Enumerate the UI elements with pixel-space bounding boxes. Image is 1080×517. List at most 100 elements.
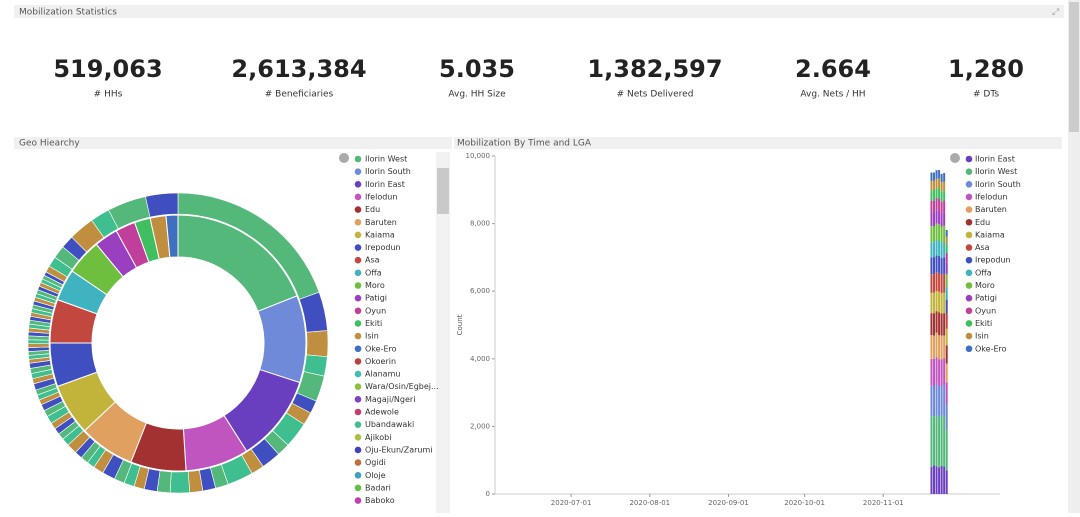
bar-segment[interactable] <box>938 386 941 418</box>
bar-segment[interactable] <box>930 274 933 293</box>
donut-slice[interactable] <box>257 295 307 384</box>
bar-segment[interactable] <box>938 188 941 199</box>
bar-segment[interactable] <box>933 274 936 293</box>
expand-icon[interactable]: ⤢ <box>1051 8 1059 18</box>
legend-label[interactable]: Offa <box>365 268 382 277</box>
bar-segment[interactable] <box>933 358 936 387</box>
bar-segment[interactable] <box>935 223 938 240</box>
bar-segment[interactable] <box>945 345 948 364</box>
bar-segment[interactable] <box>945 299 948 314</box>
bar-segment[interactable] <box>940 313 943 336</box>
bar-segment[interactable] <box>945 287 948 300</box>
bar-segment[interactable] <box>940 201 943 214</box>
legend-label[interactable]: Ilorin East <box>365 180 405 189</box>
legend-label[interactable]: Ifelodun <box>975 192 1007 201</box>
bar-segment[interactable] <box>933 200 936 213</box>
legend-label[interactable]: Ilorin West <box>365 155 407 164</box>
bar-segment[interactable] <box>935 414 938 467</box>
bar-segment[interactable] <box>938 467 941 494</box>
legend-label[interactable]: Isin <box>975 332 989 341</box>
bar-segment[interactable] <box>940 415 943 466</box>
bar-segment[interactable] <box>943 335 946 359</box>
bar-segment[interactable] <box>945 328 948 346</box>
legend-label[interactable]: Ilorin South <box>365 167 411 176</box>
legend-label[interactable]: Oloje <box>365 471 386 480</box>
bar-segment[interactable] <box>935 188 938 199</box>
bar-segment[interactable] <box>940 213 943 227</box>
bar-segment[interactable] <box>940 293 943 314</box>
bar-segment[interactable] <box>933 180 936 191</box>
bar-segment[interactable] <box>940 182 943 192</box>
outer-slice[interactable] <box>306 330 329 358</box>
bar-segment[interactable] <box>930 242 933 258</box>
scroll-thumb[interactable] <box>1069 2 1079 132</box>
bar-segment[interactable] <box>938 210 941 225</box>
legend-label[interactable]: Ilorin West <box>975 167 1017 176</box>
legend-label[interactable]: Ubandawaki <box>365 420 414 429</box>
bar-segment[interactable] <box>930 313 933 336</box>
bar-segment[interactable] <box>938 198 941 211</box>
bar-segment[interactable] <box>943 273 946 293</box>
legend-label[interactable]: Ifelodun <box>365 192 397 201</box>
bar-segment[interactable] <box>943 415 946 467</box>
bar-segment[interactable] <box>933 226 936 243</box>
legend-label[interactable]: Isin <box>365 332 379 341</box>
legend-label[interactable]: Patigi <box>365 294 387 303</box>
bar-segment[interactable] <box>943 173 946 182</box>
bar-segment[interactable] <box>938 170 941 179</box>
bar-segment[interactable] <box>933 335 936 359</box>
bar-segment[interactable] <box>930 385 933 417</box>
legend-label[interactable]: Kaiama <box>975 230 1005 239</box>
bar-segment[interactable] <box>930 190 933 201</box>
legend-label[interactable]: Baboko <box>365 496 395 505</box>
bar-segment[interactable] <box>943 212 946 226</box>
legend-label[interactable]: Oyun <box>975 306 996 315</box>
bar-segment[interactable] <box>945 470 948 494</box>
legend-label[interactable]: Ekiti <box>975 319 992 328</box>
legend-label[interactable]: Okoerin <box>365 357 396 366</box>
bar-segment[interactable] <box>930 212 933 226</box>
legend-label[interactable]: Ekiti <box>365 319 382 328</box>
bar-segment[interactable] <box>933 416 936 466</box>
legend-label[interactable]: Edu <box>365 205 380 214</box>
bar-segment[interactable] <box>945 236 948 245</box>
legend-label[interactable]: Moro <box>975 281 995 290</box>
bar-segment[interactable] <box>943 358 946 386</box>
bar-segment[interactable] <box>933 292 936 314</box>
bar-segment[interactable] <box>938 255 941 273</box>
bar-segment[interactable] <box>935 239 938 256</box>
legend-label[interactable]: Irepodun <box>975 256 1011 265</box>
legend-label[interactable]: Offa <box>975 268 992 277</box>
bar-segment[interactable] <box>930 466 933 494</box>
bar-segment[interactable] <box>940 385 943 416</box>
legend-scrollbar[interactable] <box>436 152 450 513</box>
bar-segment[interactable] <box>940 359 943 386</box>
bar-segment[interactable] <box>945 273 948 288</box>
bar-segment[interactable] <box>933 172 936 181</box>
bar-segment[interactable] <box>945 404 948 430</box>
bar-segment[interactable] <box>945 313 948 329</box>
bar-segment[interactable] <box>945 429 948 471</box>
bar-segment[interactable] <box>935 332 938 358</box>
bar-segment[interactable] <box>945 262 948 274</box>
bar-segment[interactable] <box>933 386 936 417</box>
bar-segment[interactable] <box>933 257 936 275</box>
bar-segment[interactable] <box>943 257 946 274</box>
legend-label[interactable]: Ajikobi <box>365 433 391 442</box>
bar-segment[interactable] <box>935 178 938 189</box>
legend-label[interactable]: Badari <box>365 483 391 492</box>
bar-segment[interactable] <box>945 230 948 237</box>
bar-segment[interactable] <box>938 417 941 468</box>
bar-segment[interactable] <box>935 272 938 292</box>
outer-slice[interactable] <box>27 343 50 348</box>
legend-label[interactable]: Edu <box>975 218 990 227</box>
bar-segment[interactable] <box>945 363 948 383</box>
legend-label[interactable]: Baruten <box>365 218 397 227</box>
legend-label[interactable]: Ogidi <box>365 458 386 467</box>
bar-segment[interactable] <box>935 255 938 273</box>
bar-segment[interactable] <box>945 253 948 263</box>
bar-segment[interactable] <box>935 210 938 224</box>
legend-label[interactable]: Kaiama <box>365 230 395 239</box>
bar-segment[interactable] <box>945 382 948 405</box>
legend-label[interactable]: Alanamu <box>365 370 400 379</box>
